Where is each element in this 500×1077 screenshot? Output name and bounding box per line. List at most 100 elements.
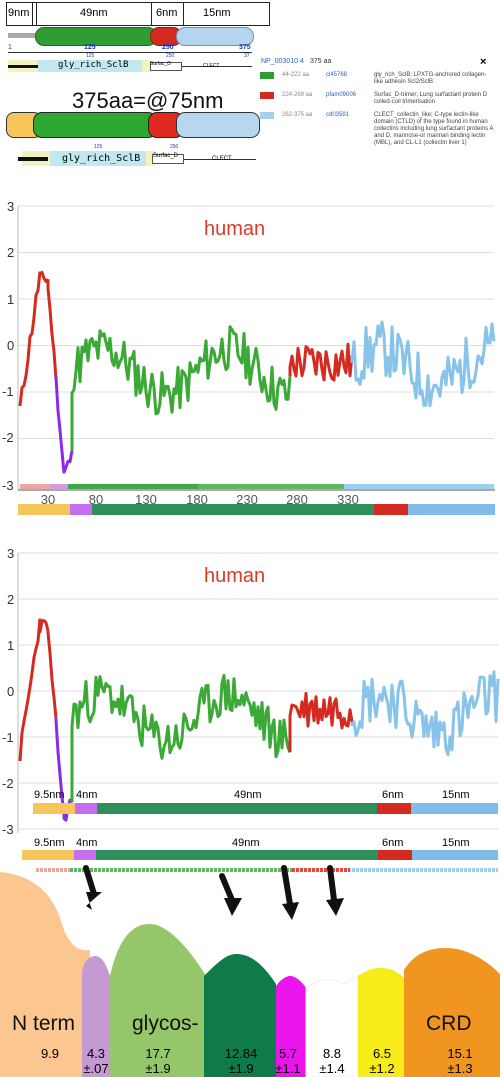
row3-nm-e: 15nm: [442, 837, 470, 849]
popup-close-button[interactable]: ×: [480, 56, 487, 68]
nm-label-9: 9nm: [8, 7, 30, 19]
arrow-down-icon: [327, 865, 337, 903]
schematic-nterm-label: N term: [12, 1012, 75, 1035]
popup-range: 44-222 aa: [282, 72, 310, 78]
popup-accession[interactable]: NP_003010.4: [261, 58, 304, 65]
domain-popup: NP_003010.4 375 aa × 44-222 aa cl45768 g…: [258, 56, 500, 178]
bar-crd: [408, 504, 495, 515]
trace-segment: [70, 674, 292, 803]
ytick: 1: [7, 292, 14, 307]
row3-nm-b: 4nm: [76, 837, 98, 849]
popup-id-link[interactable]: cl45768: [326, 72, 348, 78]
plot1-xticks: 30 80 130 180 230 280 330: [41, 492, 359, 507]
ytick: 3: [7, 546, 14, 561]
xtick: 330: [337, 492, 359, 507]
plot1-yticks: 3 2 1 0 -1 -2 -3: [2, 199, 14, 493]
color-swatch: [260, 92, 274, 99]
trace-segment: [54, 375, 66, 474]
hydropathy-plot-2: 3 2 1 0 -1 -2 -3: [2, 546, 500, 837]
nm-label-49: 49nm: [80, 7, 108, 19]
schematic-glycos-label: glycos-: [132, 1012, 199, 1035]
row3-nm-d: 6nm: [382, 837, 404, 849]
ruler-small-125: 125: [86, 53, 95, 59]
ytick: -1: [2, 730, 14, 745]
arrows: [83, 865, 344, 920]
arrow-down-icon: [224, 898, 242, 916]
plot1-domain-bar: [18, 504, 495, 515]
gridlines: [18, 552, 498, 830]
trace-segment: [46, 630, 58, 719]
row3-nm-a: 9.5nm: [34, 837, 65, 849]
row3-dashed-red: [292, 868, 350, 872]
cd-gly-core: [38, 60, 142, 72]
popup-row: 44-222 aa cl45768 gly_rich_SclB; LPXTG-a…: [260, 72, 500, 106]
cd-gly-label: gly_rich_SclB: [58, 60, 129, 70]
bar-neck: [70, 504, 92, 515]
ytick: -3: [2, 478, 14, 493]
popup-id-link[interactable]: cd03591: [326, 112, 350, 118]
ruler-small-250: 250: [166, 53, 175, 59]
cd-tick-small: 125: [94, 144, 103, 150]
row3-dashed-green: [70, 868, 292, 872]
cd-black-bar: [8, 65, 38, 68]
hydropathy-trace: [18, 618, 500, 822]
value-magenta: 5.7 ±1.1: [268, 1046, 308, 1076]
ytick: -2: [2, 776, 14, 791]
nm-scale-box: [6, 2, 270, 26]
popup-desc: Surfac_D-trimer; Lung surfactant protein…: [374, 92, 488, 105]
ruler-line: [8, 52, 252, 53]
trace-segment: [288, 691, 354, 753]
hydropathy-trace: [18, 270, 496, 475]
cd-surf-label: Surfac_D: [150, 61, 171, 67]
trace-segment: [38, 270, 50, 283]
value: 17.7: [145, 1046, 171, 1061]
bar-surfac: [377, 803, 411, 814]
value: 12.84: [224, 1046, 258, 1061]
value: 5.7: [278, 1046, 298, 1061]
trace-segment: [46, 279, 58, 380]
plot1-domain-strip: [20, 484, 494, 489]
row3-nm-c: 49nm: [232, 837, 260, 849]
ytick: 2: [7, 592, 14, 607]
popup-id-link[interactable]: pfam09006: [326, 92, 357, 98]
plot2-nm-a: 9.5nm: [34, 789, 65, 801]
bar-neck: [75, 803, 97, 814]
headline: 375aa=@75nm: [72, 88, 224, 113]
nm-divider: [36, 2, 37, 26]
value: 6.5: [372, 1046, 392, 1061]
value: 15.1: [447, 1046, 473, 1061]
domain-gly-green-2: [33, 112, 157, 138]
trace-segment: [350, 320, 496, 408]
arrow-down-icon: [86, 892, 102, 910]
cd-clect-label: CLECT: [203, 63, 220, 69]
shape-white: [305, 975, 359, 1077]
ytick: 0: [7, 338, 14, 353]
trace-segment: [70, 325, 292, 451]
ytick: -1: [2, 384, 14, 399]
bar-collagen: [96, 850, 378, 860]
cd-surf-block: [150, 62, 182, 71]
shape-magenta: [276, 976, 306, 1077]
ytick: 0: [7, 684, 14, 699]
nm-label-15: 15nm: [203, 7, 231, 19]
nm-divider: [32, 2, 33, 26]
row3-dashed-pink: [36, 868, 70, 872]
bar-nterm: [33, 803, 75, 814]
plot2-nm-bar: [33, 803, 498, 814]
bar-neck: [74, 850, 96, 860]
bar-crd: [412, 850, 498, 860]
value: 8.8: [322, 1046, 342, 1061]
ytick: 2: [7, 245, 14, 260]
bar-collagen: [97, 803, 377, 814]
arrow-down-icon: [83, 865, 97, 897]
cd-tick-small-250: 250: [170, 144, 179, 150]
ruler-small-37: 37: [244, 53, 250, 59]
shape-crd: [404, 948, 500, 1077]
popup-desc: gly_rich_SclB; LPXTG-anchored collagen-l…: [374, 72, 487, 85]
strip-seg: [50, 484, 68, 489]
ytick: -2: [2, 430, 14, 445]
hydropathy-plot-1: 3 2 1 0 -1 -2 -3 30 80 130 180 230 280 3…: [2, 199, 496, 515]
error: ±1.4: [319, 1061, 345, 1076]
strip-seg: [20, 484, 50, 489]
cd-surf-block-2: [152, 154, 184, 164]
